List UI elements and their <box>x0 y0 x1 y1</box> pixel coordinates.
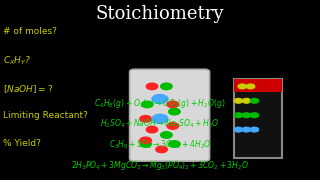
Circle shape <box>238 84 246 89</box>
Text: Stoichiometry: Stoichiometry <box>96 5 224 23</box>
Text: $C_XH_Y$?: $C_XH_Y$? <box>3 55 32 67</box>
Circle shape <box>161 132 172 138</box>
Circle shape <box>167 101 179 108</box>
Circle shape <box>141 101 153 108</box>
Circle shape <box>169 141 180 147</box>
Circle shape <box>246 84 255 89</box>
Text: $2H_3PO_4 + 3MgCO_3 \rightarrow Mg_3(PO_4)_2 + 3CO_2 + 3H_2O$: $2H_3PO_4 + 3MgCO_3 \rightarrow Mg_3(PO_… <box>71 159 249 172</box>
Circle shape <box>146 126 158 133</box>
Circle shape <box>250 98 259 103</box>
FancyBboxPatch shape <box>130 69 210 161</box>
Text: $H_2SO_4 + NaOH \rightarrow Na_2SO_4 + H_2O$: $H_2SO_4 + NaOH \rightarrow Na_2SO_4 + H… <box>100 118 220 130</box>
Text: Limiting Reactant?: Limiting Reactant? <box>3 111 88 120</box>
Circle shape <box>169 108 180 115</box>
Circle shape <box>234 113 243 118</box>
Bar <box>234 79 282 92</box>
Circle shape <box>140 137 151 144</box>
Circle shape <box>250 113 259 118</box>
Circle shape <box>234 98 243 103</box>
Bar <box>234 79 282 158</box>
Text: % Yield?: % Yield? <box>3 139 41 148</box>
Circle shape <box>242 127 251 132</box>
Circle shape <box>167 123 179 129</box>
Circle shape <box>161 83 172 90</box>
Text: $[NaOH] =?$: $[NaOH] =?$ <box>3 83 53 94</box>
Circle shape <box>140 141 151 147</box>
Circle shape <box>152 114 168 123</box>
Circle shape <box>146 83 158 90</box>
Circle shape <box>234 127 243 132</box>
Text: # of moles?: # of moles? <box>3 27 57 36</box>
Circle shape <box>242 98 251 103</box>
Circle shape <box>140 116 151 122</box>
Circle shape <box>242 113 251 118</box>
Circle shape <box>152 94 168 103</box>
Text: $C_AH_B(g) + O_2(g) \rightarrow CO_2(g) + H_2O(g)$: $C_AH_B(g) + O_2(g) \rightarrow CO_2(g) … <box>94 97 226 110</box>
Circle shape <box>156 146 167 153</box>
Circle shape <box>250 127 259 132</box>
Text: $C_3H_8 + 5O_2 \rightarrow 3CO_2 + 4H_2O$: $C_3H_8 + 5O_2 \rightarrow 3CO_2 + 4H_2O… <box>109 139 211 151</box>
